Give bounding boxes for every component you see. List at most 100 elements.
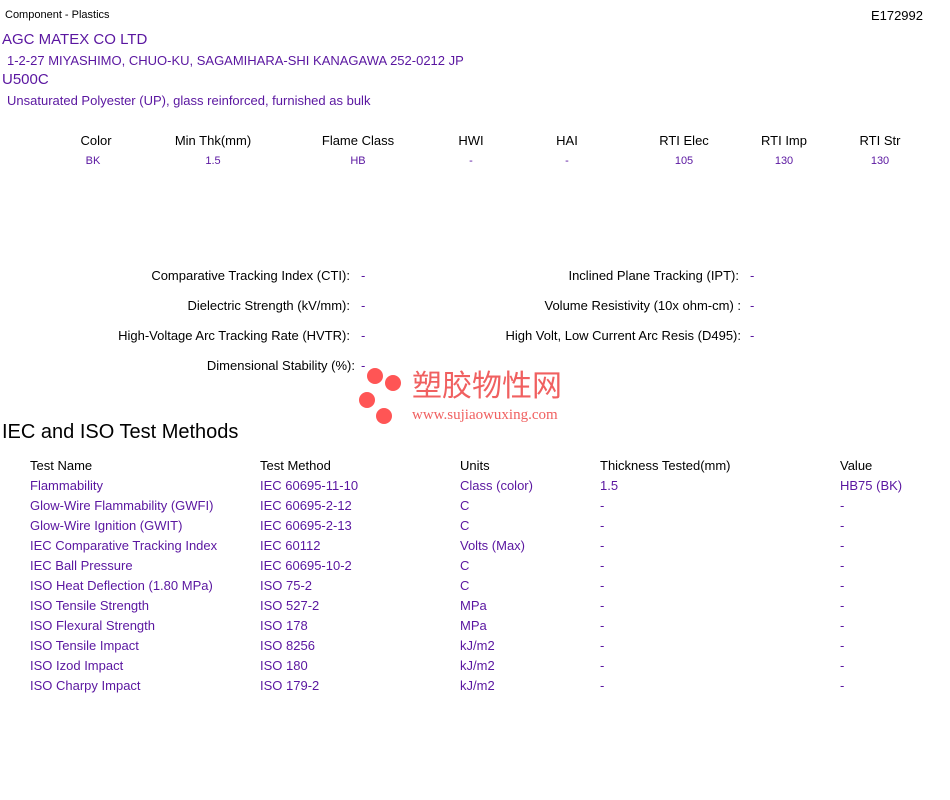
rating-value: 130 bbox=[774, 155, 794, 167]
category-label: Component - Plastics bbox=[5, 9, 110, 21]
table-cell: - bbox=[840, 518, 845, 533]
property-value: - bbox=[361, 358, 366, 373]
table-cell: IEC 60112 bbox=[260, 538, 321, 553]
property-label: Volume Resistivity (10x ohm-cm) : bbox=[544, 298, 742, 313]
table-cell: ISO Flexural Strength bbox=[30, 618, 155, 633]
table-cell: MPa bbox=[460, 618, 487, 633]
watermark-logo: 塑胶物性网 www.sujiaowuxing.com bbox=[356, 366, 596, 428]
table-cell: C bbox=[460, 518, 470, 533]
table-cell: HB75 (BK) bbox=[840, 478, 903, 493]
table-cell: - bbox=[600, 658, 605, 673]
table-cell: IEC 60695-11-10 bbox=[260, 478, 359, 493]
table-cell: - bbox=[840, 498, 845, 513]
table-cell: C bbox=[460, 578, 470, 593]
rating-value: 130 bbox=[870, 155, 890, 167]
table-cell: ISO Tensile Strength bbox=[30, 598, 149, 613]
table-cell: - bbox=[600, 598, 605, 613]
property-label: Dimensional Stability (%): bbox=[206, 358, 355, 373]
table-cell: - bbox=[600, 618, 605, 633]
table-cell: ISO Izod Impact bbox=[30, 658, 124, 673]
company-name: AGC MATEX CO LTD bbox=[2, 31, 148, 48]
rating-value: - bbox=[565, 155, 569, 167]
file-number: E172992 bbox=[870, 8, 923, 23]
table-cell: Glow-Wire Flammability (GWFI) bbox=[30, 498, 214, 513]
table-cell: - bbox=[600, 538, 605, 553]
table-cell: ISO Tensile Impact bbox=[30, 638, 139, 653]
table-cell: - bbox=[600, 578, 605, 593]
property-value: - bbox=[361, 268, 366, 283]
rating-label: HAI bbox=[556, 133, 578, 148]
rating-value: 105 bbox=[674, 155, 694, 167]
rating-value: HB bbox=[350, 155, 366, 167]
table-cell: - bbox=[600, 638, 605, 653]
table-cell: - bbox=[840, 558, 845, 573]
table-cell: Volts (Max) bbox=[460, 538, 526, 553]
table-cell: - bbox=[600, 678, 605, 693]
table-cell: Class (color) bbox=[460, 478, 533, 493]
table-cell: IEC Ball Pressure bbox=[30, 558, 133, 573]
property-label: Comparative Tracking Index (CTI): bbox=[151, 268, 350, 283]
table-cell: IEC 60695-2-12 bbox=[260, 498, 352, 513]
company-address: 1-2-27 MIYASHIMO, CHUO-KU, SAGAMIHARA-SH… bbox=[7, 53, 464, 68]
table-cell: MPa bbox=[460, 598, 487, 613]
table-cell: C bbox=[460, 558, 470, 573]
rating-label: Flame Class bbox=[321, 133, 395, 148]
table-cell: kJ/m2 bbox=[460, 678, 495, 693]
property-label: Inclined Plane Tracking (IPT): bbox=[568, 268, 739, 283]
table-cell: ISO Heat Deflection (1.80 MPa) bbox=[30, 578, 213, 593]
property-value: - bbox=[750, 328, 755, 343]
property-value: - bbox=[750, 268, 755, 283]
table-cell: - bbox=[840, 618, 845, 633]
table-cell: ISO 178 bbox=[260, 618, 308, 633]
column-header: Thickness Tested(mm) bbox=[600, 458, 731, 473]
rating-label: Color bbox=[80, 133, 112, 148]
rating-label: HWI bbox=[458, 133, 484, 148]
watermark-title: 塑胶物性网 bbox=[412, 369, 562, 404]
table-cell: Glow-Wire Ignition (GWIT) bbox=[30, 518, 183, 533]
table-cell: ISO 527-2 bbox=[260, 598, 320, 613]
table-cell: ISO Charpy Impact bbox=[30, 678, 141, 693]
table-cell: - bbox=[840, 638, 845, 653]
column-header: Units bbox=[460, 458, 490, 473]
table-cell: C bbox=[460, 498, 470, 513]
table-cell: - bbox=[840, 598, 845, 613]
rating-label: RTI Imp bbox=[761, 133, 807, 148]
table-cell: kJ/m2 bbox=[460, 638, 495, 653]
table-cell: - bbox=[840, 658, 845, 673]
column-header: Test Method bbox=[260, 458, 331, 473]
table-cell: - bbox=[600, 518, 605, 533]
property-label: High Volt, Low Current Arc Resis (D495): bbox=[505, 328, 741, 343]
section-title: IEC and ISO Test Methods bbox=[2, 421, 239, 443]
table-cell: - bbox=[600, 558, 605, 573]
product-name: U500C bbox=[2, 71, 49, 88]
table-cell: ISO 8256 bbox=[260, 638, 315, 653]
rating-value: 1.5 bbox=[205, 155, 221, 167]
watermark-dots-icon bbox=[359, 368, 401, 424]
table-cell: ISO 179-2 bbox=[260, 678, 320, 693]
column-header: Test Name bbox=[30, 458, 93, 473]
table-cell: IEC 60695-10-2 bbox=[260, 558, 352, 573]
table-cell: - bbox=[600, 498, 605, 513]
rating-label: RTI Elec bbox=[659, 133, 709, 148]
column-header: Value bbox=[840, 458, 873, 473]
property-value: - bbox=[361, 298, 366, 313]
rating-label: Min Thk(mm) bbox=[174, 133, 252, 148]
table-cell: kJ/m2 bbox=[460, 658, 495, 673]
rating-value: - bbox=[469, 155, 473, 167]
rating-value: BK bbox=[85, 155, 101, 167]
table-cell: - bbox=[840, 678, 845, 693]
table-cell: 1.5 bbox=[600, 478, 619, 493]
table-cell: ISO 180 bbox=[260, 658, 308, 673]
rating-label: RTI Str bbox=[859, 133, 901, 148]
table-cell: Flammability bbox=[30, 478, 103, 493]
watermark-url: www.sujiaowuxing.com bbox=[412, 407, 558, 423]
table-cell: - bbox=[840, 538, 845, 553]
property-label: High-Voltage Arc Tracking Rate (HVTR): bbox=[118, 328, 350, 343]
property-value: - bbox=[361, 328, 366, 343]
property-value: - bbox=[750, 298, 755, 313]
table-cell: ISO 75-2 bbox=[260, 578, 313, 593]
table-cell: IEC Comparative Tracking Index bbox=[30, 538, 218, 553]
product-description: Unsaturated Polyester (UP), glass reinfo… bbox=[7, 93, 371, 108]
table-cell: - bbox=[840, 578, 845, 593]
property-label: Dielectric Strength (kV/mm): bbox=[187, 298, 350, 313]
